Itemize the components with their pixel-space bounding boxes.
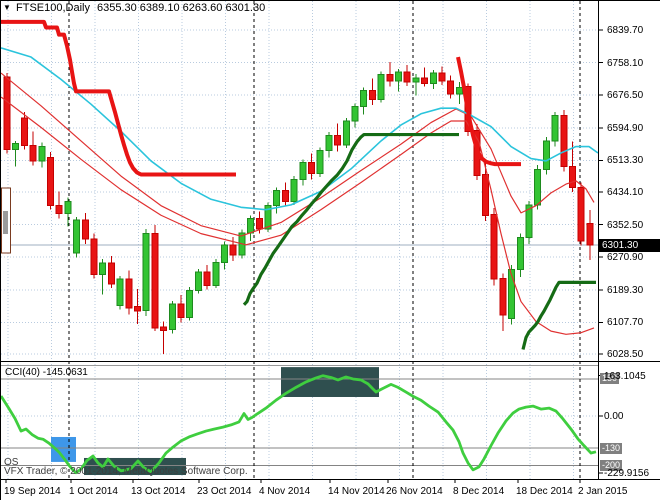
candle (412, 77, 420, 83)
trailing-stop-green-line (521, 280, 596, 350)
candle (316, 150, 324, 175)
axes-frame (1, 1, 660, 483)
candle (255, 217, 263, 230)
candle (212, 261, 220, 287)
candle (351, 106, 359, 122)
candle (395, 71, 402, 82)
candle (151, 233, 159, 329)
candle (421, 77, 429, 84)
candle (377, 74, 385, 100)
candle (221, 244, 228, 263)
candle (38, 146, 46, 162)
candle (142, 233, 150, 311)
candle (525, 204, 533, 239)
candle (47, 157, 54, 207)
gridlines (1, 1, 598, 479)
candle (308, 162, 315, 175)
candle (229, 244, 237, 256)
candle (281, 189, 289, 203)
candle (560, 114, 568, 168)
candle (490, 213, 498, 280)
candle (438, 72, 446, 82)
candle (542, 140, 550, 171)
candle (482, 174, 489, 216)
candle (534, 169, 542, 206)
candle (360, 90, 368, 108)
candle (368, 90, 376, 100)
candle (577, 186, 585, 242)
candle (20, 117, 28, 147)
trailing-stop-red-line (1, 19, 236, 177)
ma-cyan-line (1, 47, 598, 211)
candle (73, 219, 81, 254)
candle (12, 142, 20, 151)
candle (342, 120, 350, 146)
candle (429, 72, 437, 84)
candle (194, 271, 202, 291)
overlays-layer (1, 19, 598, 350)
candle (160, 326, 168, 331)
candle (134, 305, 141, 312)
candle (273, 189, 281, 207)
candle (125, 278, 133, 309)
candle (81, 219, 89, 240)
trailing-stop-red-line (456, 56, 521, 167)
candle (90, 238, 98, 275)
candle (168, 303, 176, 331)
ma-red-fast-line (1, 72, 595, 237)
candle (447, 80, 455, 95)
cci-line (1, 374, 597, 475)
candle (55, 205, 63, 215)
candle (64, 201, 72, 215)
candle (299, 162, 307, 180)
candle (264, 205, 272, 230)
candle (29, 145, 37, 162)
candle (107, 262, 115, 285)
candle (290, 178, 298, 203)
candle (455, 86, 463, 95)
cci-layer (1, 374, 597, 475)
candle (99, 262, 107, 275)
candle (3, 76, 11, 151)
candle (186, 289, 194, 319)
candle (116, 278, 124, 307)
candle (325, 134, 333, 152)
candle (403, 71, 411, 83)
candle (334, 134, 342, 146)
candle (386, 74, 394, 82)
left-edge-object (1, 187, 11, 254)
candle (508, 269, 516, 319)
candle (586, 223, 594, 246)
cci-shaded-zone (84, 457, 186, 476)
candle (247, 217, 255, 234)
candle (551, 114, 559, 142)
candle (499, 277, 507, 316)
trailing-stop-green-line (242, 132, 459, 306)
candle (203, 271, 211, 287)
candle (569, 166, 576, 188)
candle (177, 303, 185, 319)
candle (516, 237, 524, 271)
